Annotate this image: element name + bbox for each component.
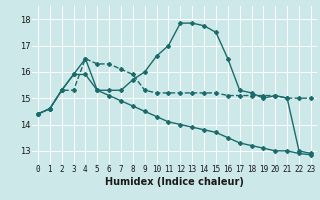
X-axis label: Humidex (Indice chaleur): Humidex (Indice chaleur) <box>105 177 244 187</box>
